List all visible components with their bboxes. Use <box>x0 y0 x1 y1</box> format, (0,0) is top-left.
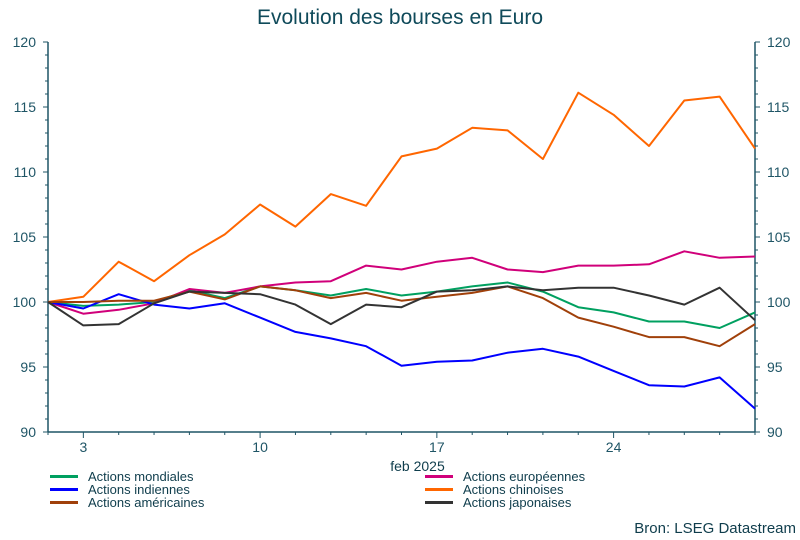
legend-label: Actions indiennes <box>88 482 190 497</box>
legend-label: Actions chinoises <box>463 482 564 497</box>
legend-label: Actions japonaises <box>463 495 572 510</box>
series-line-3 <box>47 91 756 303</box>
legend-swatch <box>50 488 78 491</box>
x-axis-label: feb 2025 <box>390 458 445 474</box>
y-tick-label-right: 105 <box>767 229 791 245</box>
legend-label: Actions européennes <box>463 469 586 484</box>
x-tick-label: 24 <box>606 439 622 455</box>
x-tick-label: 3 <box>79 439 87 455</box>
legend-item: Actions américaines <box>50 495 204 510</box>
legend-label: Actions mondiales <box>88 469 194 484</box>
y-tick-label-left: 120 <box>13 34 37 50</box>
y-tick-label-left: 115 <box>14 99 37 115</box>
legend-swatch <box>425 475 453 478</box>
y-tick-label-left: 105 <box>13 229 37 245</box>
legend-item: Actions indiennes <box>50 482 190 497</box>
x-tick-label: 17 <box>429 439 445 455</box>
legend-item: Actions européennes <box>425 469 585 484</box>
legend-item: Actions chinoises <box>425 482 563 497</box>
legend-item: Actions mondiales <box>50 469 194 484</box>
y-tick-label-left: 90 <box>20 424 36 440</box>
x-tick-label: 10 <box>252 439 268 455</box>
legend-item: Actions japonaises <box>425 495 571 510</box>
legend-label: Actions américaines <box>88 495 205 510</box>
legend-swatch <box>50 475 78 478</box>
y-tick-label-right: 120 <box>767 34 791 50</box>
y-tick-label-right: 115 <box>767 99 790 115</box>
series-line-4 <box>48 285 756 348</box>
y-tick-label-right: 95 <box>767 359 783 375</box>
y-tick-label-right: 110 <box>767 164 790 180</box>
chart-title: Evolution des bourses en Euro <box>256 6 543 29</box>
y-tick-label-left: 100 <box>13 294 37 310</box>
series-line-2 <box>47 293 756 410</box>
legend-swatch <box>425 488 453 491</box>
y-tick-label-right: 90 <box>767 424 783 440</box>
legend-swatch <box>425 501 453 504</box>
y-tick-label-left: 95 <box>20 359 36 375</box>
series-line-5 <box>47 285 756 327</box>
y-tick-label-right: 100 <box>767 294 791 310</box>
y-tick-label-left: 110 <box>14 164 37 180</box>
legend-swatch <box>50 501 78 504</box>
source-note: Bron: LSEG Datastream <box>634 520 796 537</box>
